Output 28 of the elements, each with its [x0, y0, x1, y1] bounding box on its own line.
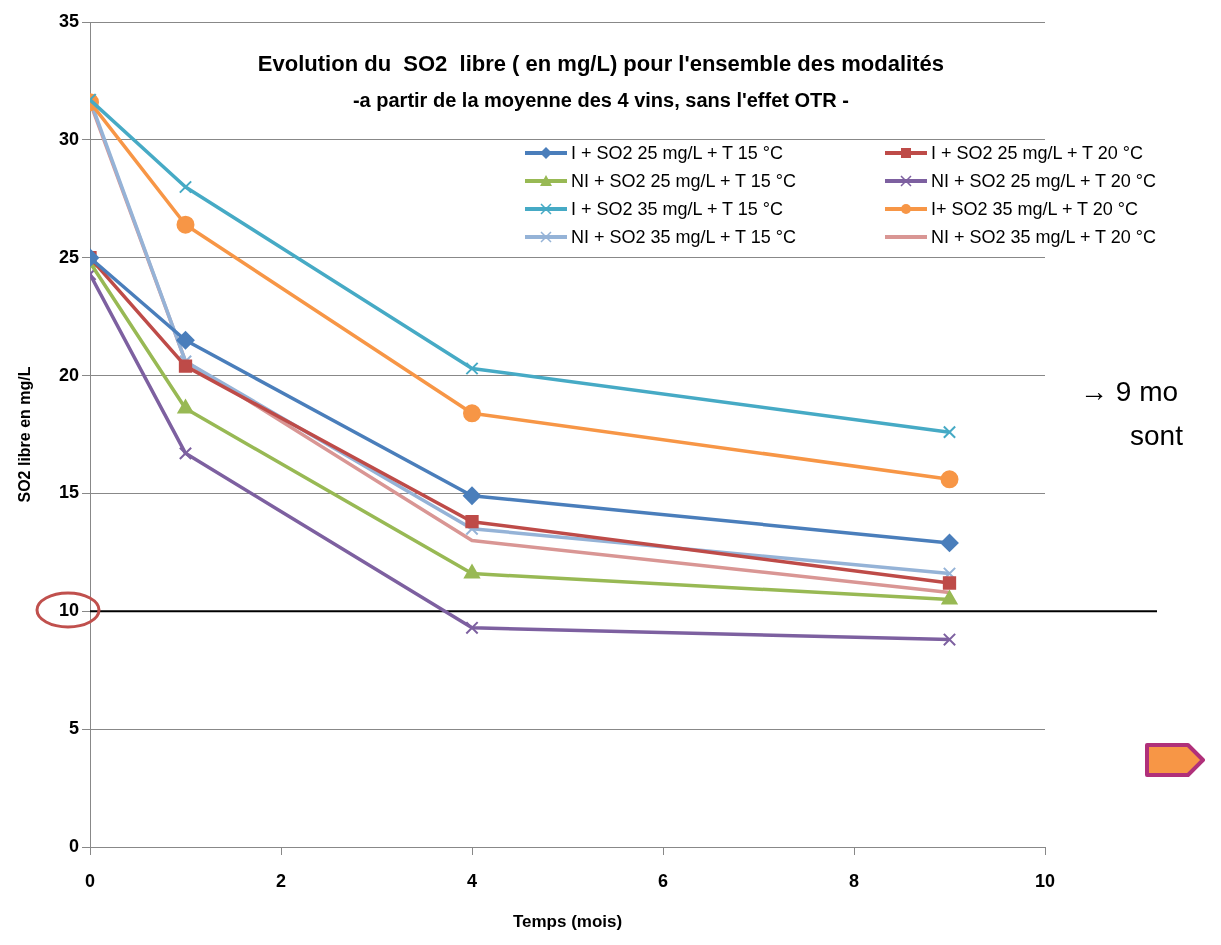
y-tick-label: 35	[58, 10, 79, 31]
text: → 9 mo	[1080, 376, 1179, 408]
y-tick-label: 25	[58, 246, 79, 267]
legend-label: NI + SO2 35 mg/L + T 20 °C	[931, 226, 1156, 248]
text: -a partir de la moyenne des 4 vins, sans l'effet OTR -	[352, 88, 849, 111]
y-tick-label: 20	[58, 364, 79, 385]
legend-label: I+ SO2 35 mg/L + T 20 °C	[931, 198, 1138, 220]
legend-label: NI + SO2 35 mg/L + T 15 °C	[571, 226, 796, 248]
text: sont	[1130, 420, 1183, 452]
y-tick-label: 30	[58, 128, 79, 149]
text: Evolution du SO2 libre ( en mg/L) pour l'ensemble des modalités	[257, 51, 944, 77]
legend-label: I + SO2 25 mg/L + T 20 °C	[931, 142, 1143, 164]
y-tick-label: 10	[58, 600, 79, 621]
x-tick-label: 0	[84, 870, 96, 891]
y-tick-label: 5	[68, 718, 79, 739]
x-tick-label: 8	[848, 870, 860, 891]
x-tick-label: 10	[1034, 870, 1056, 891]
x-tick-label: 4	[466, 870, 478, 891]
legend-label: NI + SO2 25 mg/L + T 15 °C	[571, 170, 796, 192]
legend-label: I + SO2 35 mg/L + T 15 °C	[571, 198, 783, 220]
y-tick-label: 0	[68, 835, 79, 856]
x-tick-label: 2	[275, 870, 287, 891]
x-axis-title: Temps (mois)	[512, 912, 623, 932]
legend-label: I + SO2 25 mg/L + T 15 °C	[571, 142, 783, 164]
y-axis-title: SO2 libre en mg/L	[16, 366, 34, 503]
y-tick-label: 15	[58, 482, 79, 503]
x-tick-label: 6	[657, 870, 669, 891]
legend-label: NI + SO2 25 mg/L + T 20 °C	[931, 170, 1156, 192]
